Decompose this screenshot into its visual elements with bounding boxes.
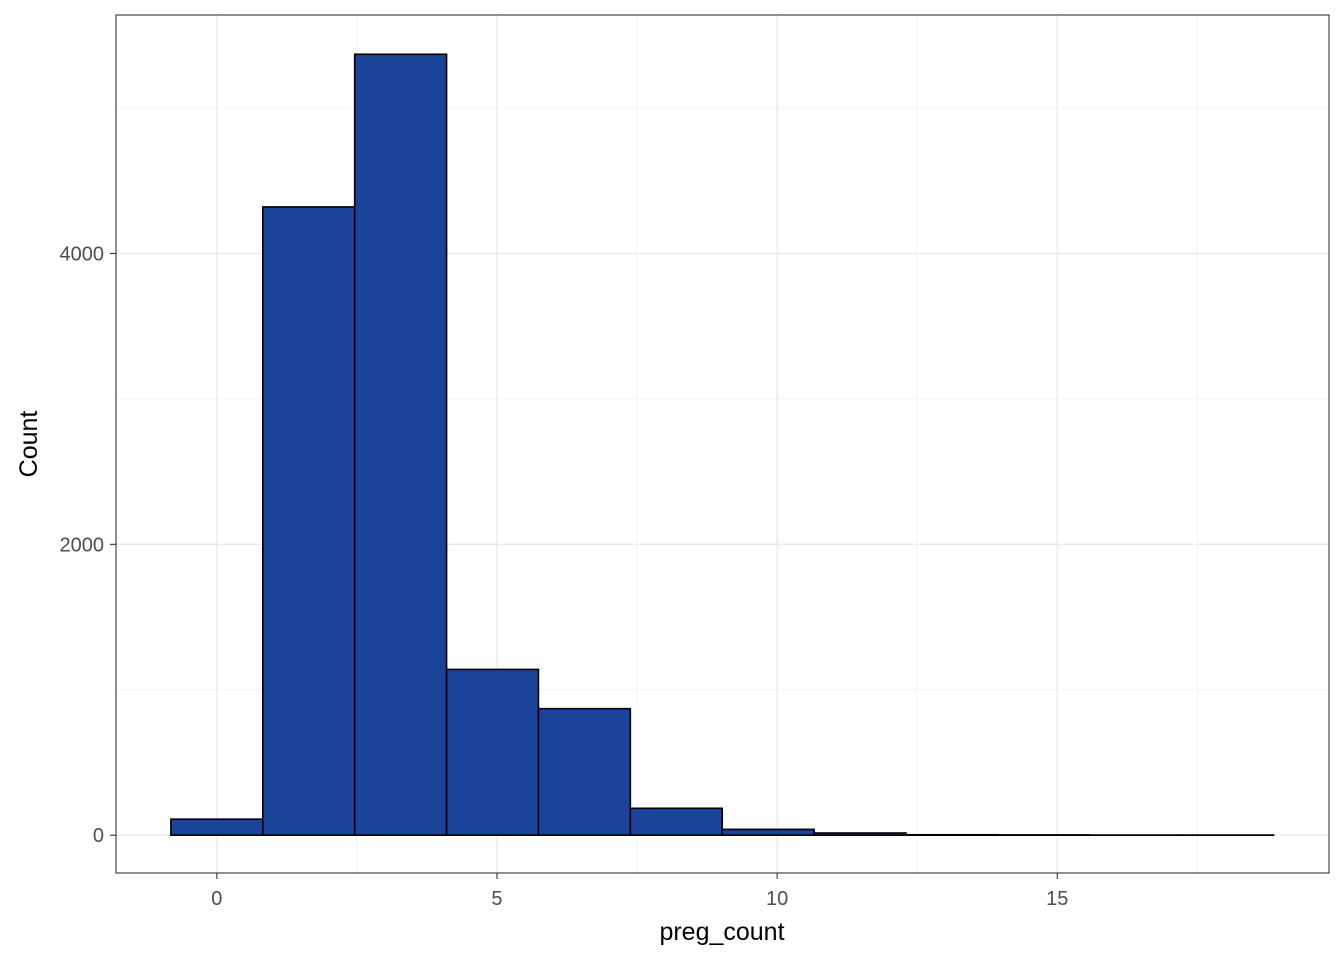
x-tick-label: 15 [1046,888,1068,910]
histogram-bar [537,707,632,836]
x-tick-label: 5 [491,888,502,910]
histogram-bar [445,668,540,836]
x-axis-title: preg_count [659,918,784,946]
panel-border [115,14,1330,874]
tick-labels-layer: 0 5 10 15 0 2000 4000 [60,243,1069,910]
y-tick-label: 4000 [60,243,105,265]
histogram-bar [813,832,907,836]
bars-layer [170,53,1275,836]
x-tick-label: 0 [211,888,222,910]
y-axis-title: Count [15,411,43,478]
histogram-bar [170,818,264,836]
y-tick-label: 0 [93,825,104,847]
x-tick-label: 10 [766,888,788,910]
y-tick-label: 2000 [60,534,105,556]
ticks-layer [110,252,1058,879]
histogram-bar [261,206,356,836]
histogram-bar [353,53,448,836]
histogram-bar [721,828,815,836]
histogram-bar [629,807,724,836]
